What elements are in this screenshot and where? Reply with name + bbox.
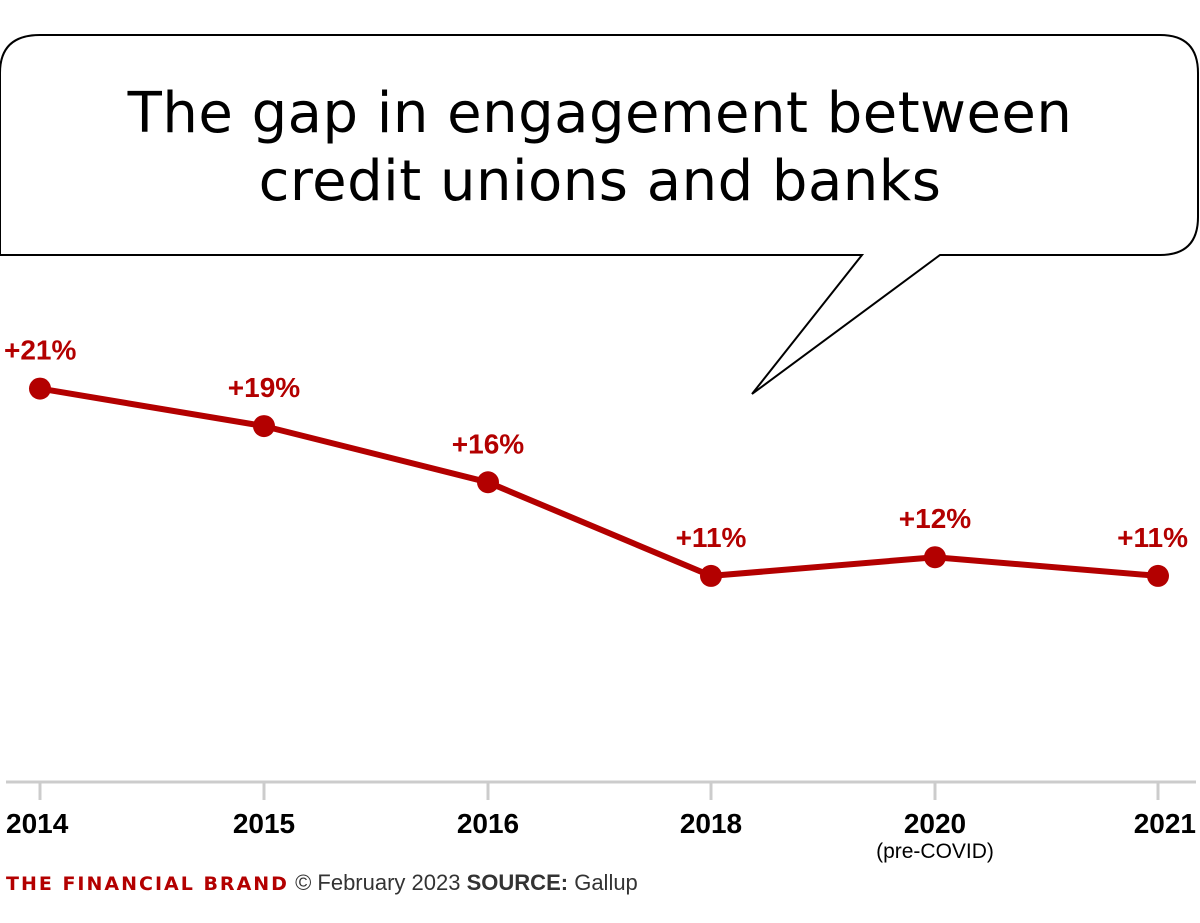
x-tick-label: 2021 xyxy=(1134,808,1196,839)
footer: THE FINANCIAL BRAND © February 2023 SOUR… xyxy=(6,868,638,899)
chart-title-line-1: The gap in engagement between xyxy=(127,81,1073,146)
source-name: Gallup xyxy=(574,870,638,895)
chart-title: The gap in engagement between credit uni… xyxy=(40,80,1160,216)
series-line xyxy=(39,385,1159,579)
data-label: +16% xyxy=(452,428,524,459)
x-tick-label: 2016 xyxy=(457,808,519,839)
x-tick-label: 2018 xyxy=(680,808,742,839)
chart-title-line-2: credit unions and banks xyxy=(258,149,942,214)
x-tick-label: 2014 xyxy=(6,808,69,839)
speech-bubble-outline xyxy=(0,34,1199,395)
brand-logo-text: THE FINANCIAL BRAND xyxy=(6,873,289,895)
data-label: +11% xyxy=(1117,522,1188,553)
data-label: +21% xyxy=(4,335,76,366)
data-point xyxy=(253,415,275,438)
data-label: +12% xyxy=(899,503,971,534)
data-label: +19% xyxy=(228,372,300,403)
x-tick-label: 2015 xyxy=(233,808,295,839)
data-point xyxy=(700,564,722,587)
data-point xyxy=(29,377,51,400)
footer-date: © February 2023 xyxy=(295,870,461,895)
data-point xyxy=(1147,564,1169,587)
x-tick-sublabel: (pre-COVID) xyxy=(876,840,994,863)
data-point xyxy=(477,471,499,494)
data-label: +11% xyxy=(676,522,747,553)
x-tick-label: 2020 xyxy=(904,808,966,839)
data-point xyxy=(924,546,946,569)
source-label: SOURCE: xyxy=(466,870,569,895)
